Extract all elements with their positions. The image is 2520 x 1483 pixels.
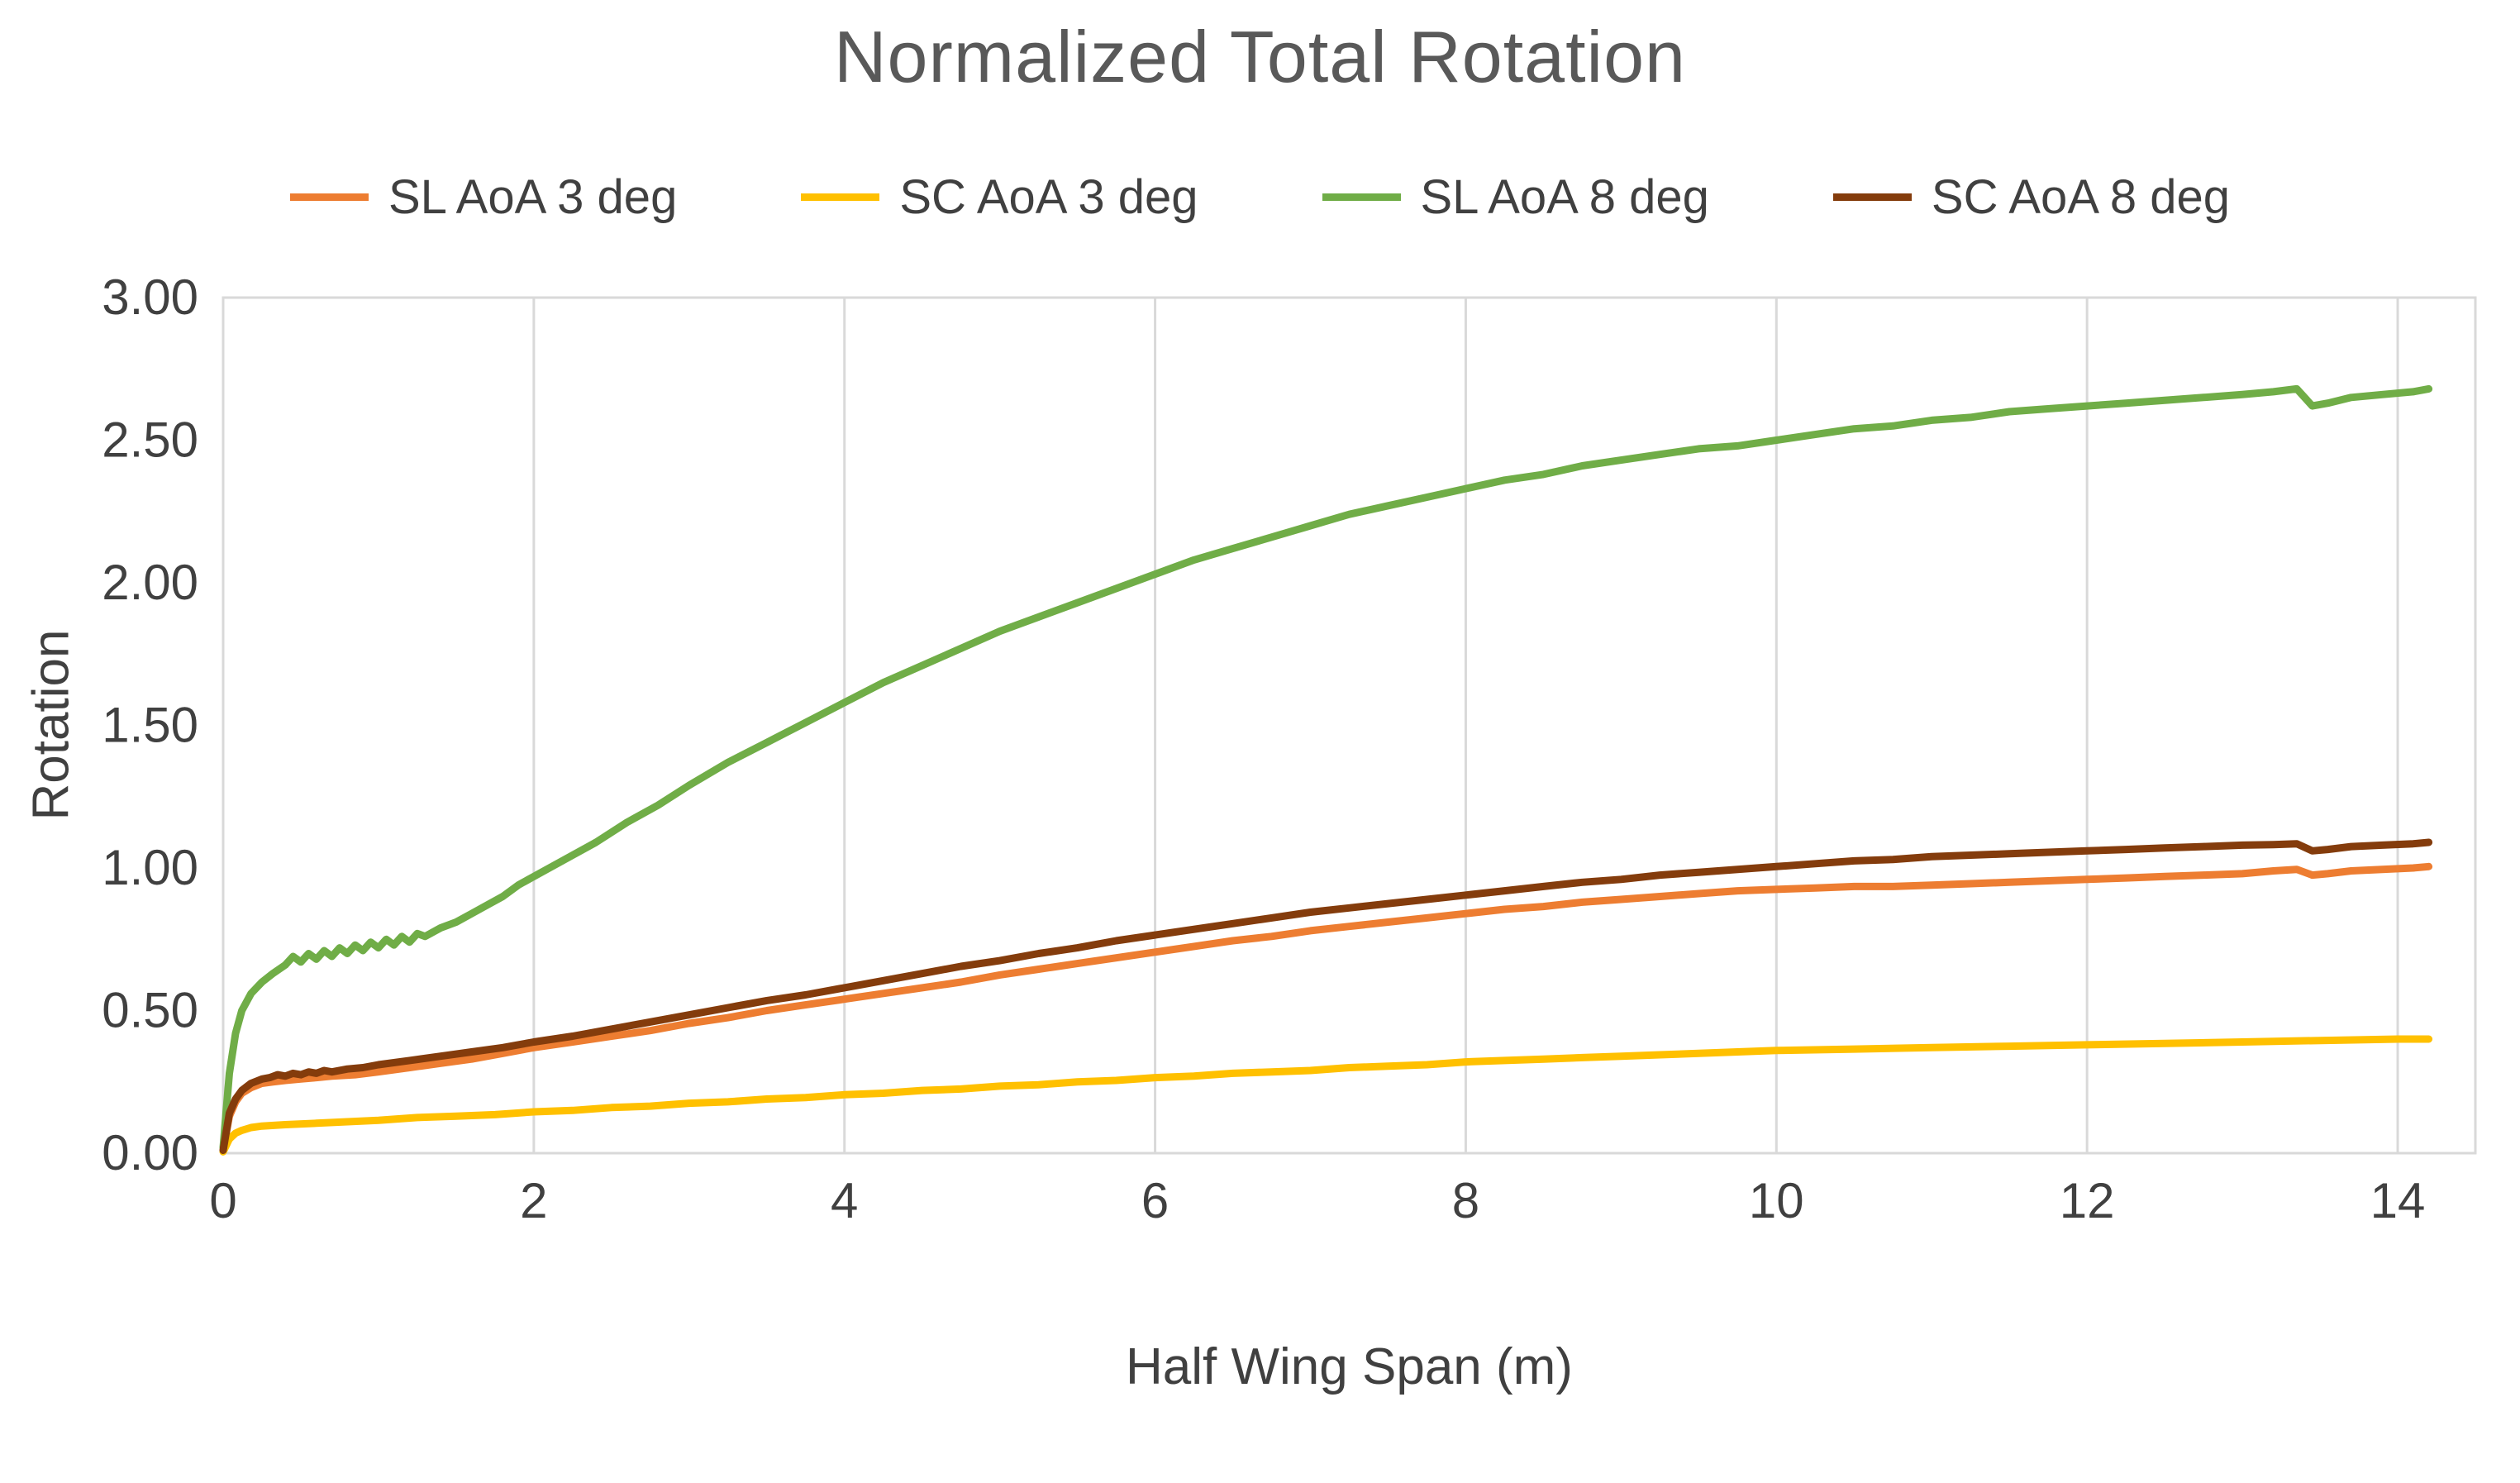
legend-item: SL AoA 3 deg	[289, 169, 678, 225]
x-tick-label: 0	[209, 1173, 236, 1228]
y-axis-title: Rotation	[22, 629, 80, 821]
x-tick-label: 8	[1452, 1173, 1479, 1228]
series-line	[219, 862, 2433, 1154]
legend-label: SC AoA 3 deg	[899, 170, 1198, 224]
plot-border	[222, 296, 2477, 1155]
legend-line-swatch	[1322, 193, 1401, 201]
y-tick-label: 2.50	[102, 412, 198, 468]
series-line	[219, 384, 2433, 1152]
legend-line-swatch	[289, 193, 369, 201]
chart-title: Normalized Total Rotation	[834, 16, 1686, 98]
legend-item: SC AoA 3 deg	[801, 169, 1198, 225]
legend-label: SC AoA 8 deg	[1931, 170, 2231, 224]
x-tick-label: 10	[1749, 1173, 1804, 1228]
series-line	[219, 838, 2433, 1154]
y-tick-label: 2.00	[102, 555, 198, 610]
legend-label: SL AoA 8 deg	[1420, 170, 1709, 224]
x-tick-label: 4	[831, 1173, 858, 1228]
legend-label: SL AoA 3 deg	[388, 170, 678, 224]
x-tick-label: 6	[1141, 1173, 1169, 1228]
y-tick-label: 1.50	[102, 698, 198, 753]
x-tick-label: 12	[2060, 1173, 2115, 1228]
y-tick-label: 0.50	[102, 983, 198, 1038]
y-tick-label: 1.00	[102, 840, 198, 895]
legend-line-swatch	[1832, 193, 1912, 201]
series-line	[219, 1035, 2433, 1156]
x-axis-title: Half Wing Span (m)	[1126, 1338, 1573, 1395]
legend: SL AoA 3 deg SC AoA 3 deg SL AoA 8 deg SC A…	[0, 169, 2520, 225]
y-tick-label: 3.00	[102, 269, 198, 325]
y-tick-label: 0.00	[102, 1125, 198, 1180]
legend-item: SC AoA 8 deg	[1832, 169, 2231, 225]
legend-item: SL AoA 8 deg	[1322, 169, 1709, 225]
legend-line-swatch	[801, 193, 880, 201]
x-tick-label: 14	[2370, 1173, 2426, 1228]
x-tick-label: 2	[520, 1173, 547, 1228]
